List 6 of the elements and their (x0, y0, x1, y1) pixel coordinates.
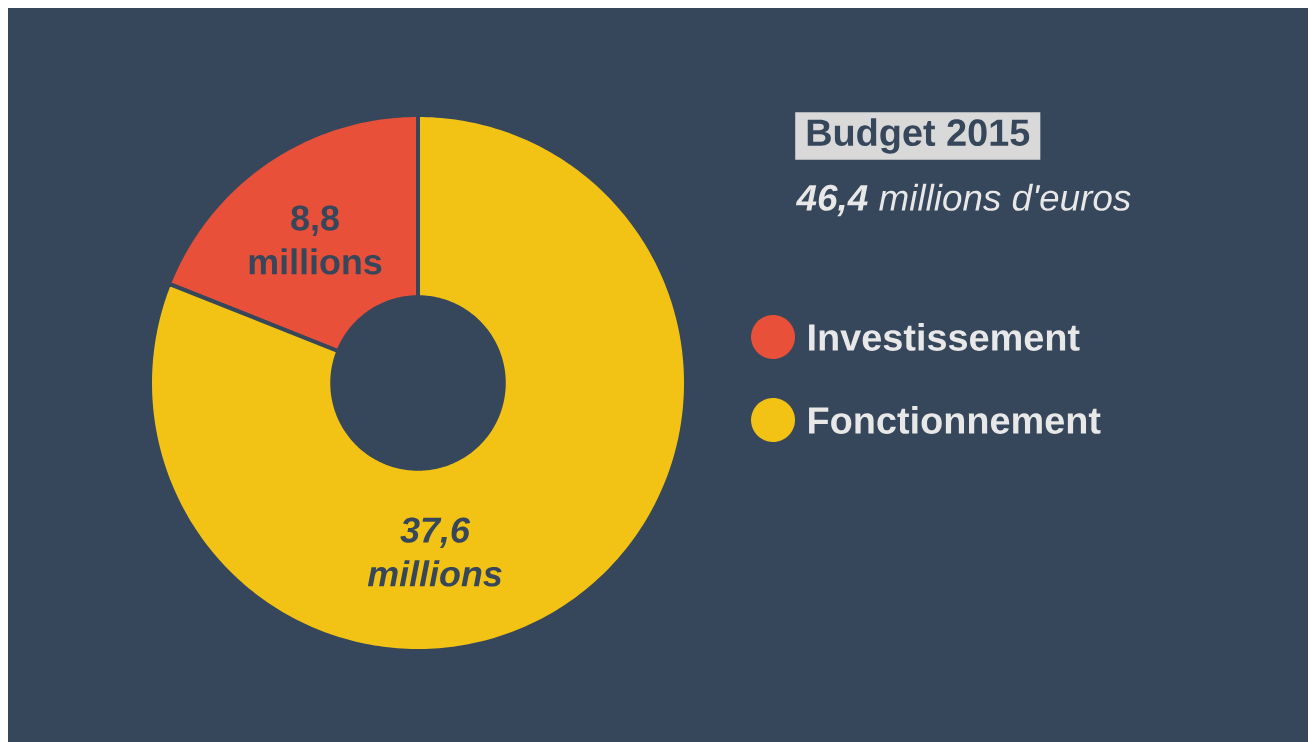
text: 46,4 millions d'euros (795, 183, 1131, 217)
data-label: 37,6 millions (367, 517, 502, 587)
chart-title: Budget 2015 (807, 118, 1030, 154)
legend-label: Fonctionnement (809, 406, 1101, 434)
data-label: 8,8 millions (249, 205, 382, 275)
legend-label: Investissement (809, 323, 1080, 351)
